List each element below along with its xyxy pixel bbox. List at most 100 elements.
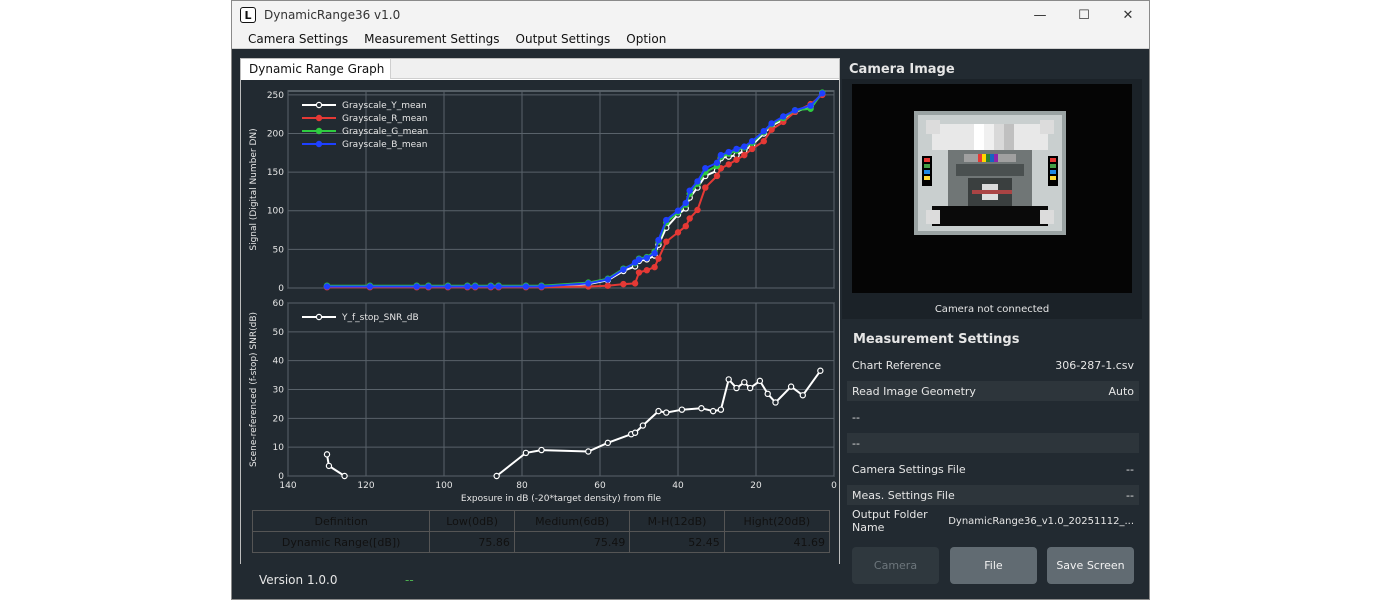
x-tick-label: 120	[357, 481, 374, 491]
y-tick-label: 10	[273, 443, 285, 453]
camera-preview	[852, 84, 1132, 293]
legend-marker	[315, 114, 323, 122]
legend-marker	[315, 313, 323, 321]
legend-label: Y_f_stop_SNR_dB	[341, 313, 419, 323]
x-tick-label: 20	[750, 481, 762, 491]
setting-empty-1[interactable]: --	[847, 407, 1139, 427]
setting-empty-2[interactable]: --	[847, 433, 1139, 453]
y-tick-label: 0	[278, 472, 284, 482]
data-point	[604, 439, 611, 447]
data-point	[725, 376, 732, 383]
file-button[interactable]: File	[950, 547, 1037, 584]
setting-label: Meas. Settings File	[852, 488, 955, 502]
data-point	[748, 145, 756, 153]
close-icon[interactable]: ✕	[1122, 7, 1134, 23]
data-point	[807, 102, 814, 109]
data-point	[655, 255, 662, 262]
setting-output-folder-name[interactable]: Output Folder Name DynamicRange36_v1.0_2…	[847, 508, 1139, 534]
data-point	[817, 367, 824, 374]
data-point	[663, 216, 670, 224]
data-point	[522, 283, 530, 290]
legend-label: Grayscale_G_mean	[342, 127, 428, 137]
menu-measurement-settings[interactable]: Measurement Settings	[364, 31, 500, 46]
setting-label: Output Folder Name	[852, 508, 928, 534]
minimize-icon[interactable]: —	[1033, 7, 1047, 23]
data-point	[620, 266, 627, 273]
camera-image-title: Camera Image	[849, 62, 955, 77]
y-tick-label: 20	[273, 414, 285, 424]
data-point	[733, 156, 740, 163]
camera-button[interactable]: Camera	[852, 547, 939, 584]
menu-output-settings[interactable]: Output Settings	[515, 31, 611, 46]
data-point	[741, 151, 748, 159]
table-cell: 75.86	[429, 531, 515, 553]
setting-label: Read Image Geometry	[852, 384, 976, 398]
maximize-icon[interactable]: ☐	[1078, 7, 1090, 23]
data-point	[635, 256, 643, 263]
title-bar: L DynamicRange36 v1.0 — ☐ ✕	[232, 1, 1149, 29]
data-point	[713, 159, 721, 167]
data-point	[799, 392, 807, 399]
data-point	[604, 276, 611, 283]
data-point	[444, 283, 452, 290]
data-point	[464, 283, 471, 290]
menu-camera-settings[interactable]: Camera Settings	[248, 31, 349, 46]
data-point	[768, 126, 775, 133]
data-point	[643, 254, 650, 262]
data-point	[682, 199, 689, 207]
data-point	[725, 148, 732, 156]
window-title: DynamicRange36 v1.0	[264, 8, 401, 22]
data-point	[760, 138, 768, 145]
setting-value: --	[1126, 462, 1134, 476]
setting-meas-settings-file[interactable]: Meas. Settings File --	[847, 485, 1139, 505]
data-point	[651, 263, 658, 271]
legend-label: Grayscale_R_mean	[342, 114, 427, 124]
x-tick-label: 80	[516, 481, 528, 491]
setting-label: Camera Settings File	[852, 462, 966, 476]
data-point	[585, 448, 592, 455]
y-tick-label: 150	[267, 168, 284, 178]
data-point	[655, 407, 662, 415]
setting-chart-reference[interactable]: Chart Reference 306-287-1.csv	[847, 355, 1139, 375]
setting-value: 306-287-1.csv	[1055, 358, 1134, 372]
data-point	[341, 472, 348, 480]
x-tick-label: 100	[435, 481, 452, 491]
table-header: M-H(12dB)	[629, 510, 725, 532]
data-point	[413, 283, 420, 290]
data-point	[756, 377, 764, 385]
data-point	[791, 107, 799, 114]
data-point	[323, 283, 331, 290]
tab-dynamic-range-graph[interactable]: Dynamic Range Graph	[241, 59, 391, 79]
data-point	[760, 127, 768, 135]
table-header-row: Definition Low(0dB) Medium(6dB) M-H(12dB…	[251, 510, 831, 532]
menu-option[interactable]: Option	[626, 31, 667, 46]
save-screen-button[interactable]: Save Screen	[1047, 547, 1134, 584]
data-point	[674, 207, 682, 214]
data-point	[780, 113, 787, 120]
data-point	[694, 178, 701, 185]
data-point	[746, 384, 754, 392]
setting-label: Chart Reference	[852, 358, 942, 372]
data-point	[686, 215, 693, 222]
data-point	[682, 222, 689, 230]
table-cell: 75.49	[513, 531, 631, 553]
data-point	[655, 236, 662, 244]
table-header: Low(0dB)	[429, 510, 515, 532]
data-point	[631, 280, 639, 287]
data-point	[663, 409, 670, 416]
data-point	[768, 120, 775, 127]
data-point	[717, 151, 725, 159]
data-point	[522, 449, 530, 457]
y-tick-label: 40	[273, 357, 285, 367]
setting-read-image-geometry[interactable]: Read Image Geometry Auto	[847, 381, 1139, 401]
setting-camera-settings-file[interactable]: Camera Settings File --	[847, 459, 1139, 479]
measurement-settings-title: Measurement Settings	[853, 332, 1020, 347]
data-point	[635, 269, 643, 276]
data-point	[585, 280, 592, 287]
x-tick-label: 0	[831, 481, 837, 491]
data-point	[366, 283, 374, 290]
data-point	[674, 229, 682, 236]
x-tick-label: 60	[594, 481, 606, 491]
data-point	[495, 283, 502, 290]
data-point	[764, 390, 771, 398]
